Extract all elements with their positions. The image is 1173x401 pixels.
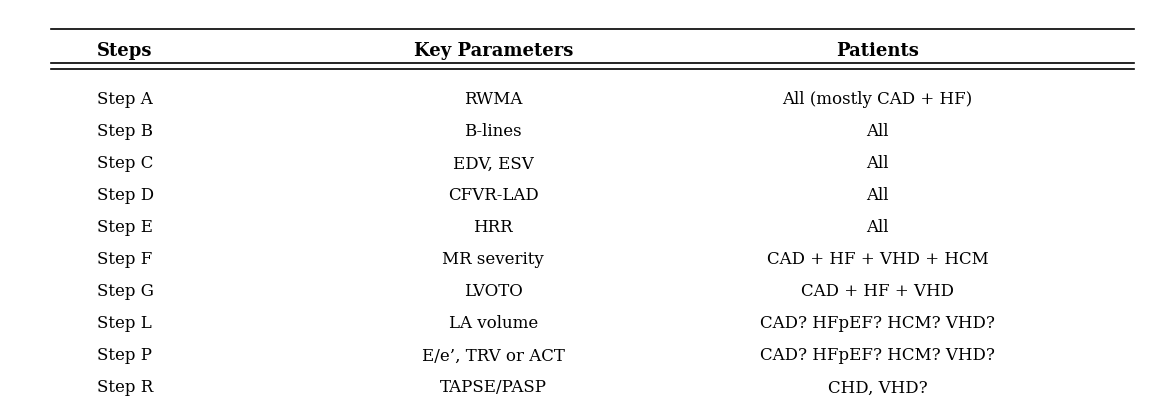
Text: Step B: Step B	[97, 123, 154, 140]
Text: All (mostly CAD + HF): All (mostly CAD + HF)	[782, 91, 972, 108]
Text: CHD, VHD?: CHD, VHD?	[828, 379, 928, 395]
Text: Key Parameters: Key Parameters	[414, 42, 574, 60]
Text: Step E: Step E	[97, 219, 154, 236]
Text: LVOTO: LVOTO	[465, 283, 523, 300]
Text: Patients: Patients	[836, 42, 920, 60]
Text: Step P: Step P	[97, 346, 152, 364]
Text: CAD? HFpEF? HCM? VHD?: CAD? HFpEF? HCM? VHD?	[760, 346, 995, 364]
Text: All: All	[867, 219, 889, 236]
Text: LA volume: LA volume	[449, 315, 538, 332]
Text: CAD + HF + VHD + HCM: CAD + HF + VHD + HCM	[767, 251, 989, 268]
Text: All: All	[867, 123, 889, 140]
Text: B-lines: B-lines	[465, 123, 522, 140]
Text: RWMA: RWMA	[465, 91, 522, 108]
Text: CAD? HFpEF? HCM? VHD?: CAD? HFpEF? HCM? VHD?	[760, 315, 995, 332]
Text: All: All	[867, 187, 889, 204]
Text: Step F: Step F	[97, 251, 152, 268]
Text: Step A: Step A	[97, 91, 154, 108]
Text: TAPSE/PASP: TAPSE/PASP	[440, 379, 547, 395]
Text: CAD + HF + VHD: CAD + HF + VHD	[801, 283, 954, 300]
Text: MR severity: MR severity	[442, 251, 544, 268]
Text: Step G: Step G	[97, 283, 154, 300]
Text: Step L: Step L	[97, 315, 152, 332]
Text: CFVR-LAD: CFVR-LAD	[448, 187, 538, 204]
Text: EDV, ESV: EDV, ESV	[453, 155, 534, 172]
Text: Step C: Step C	[97, 155, 154, 172]
Text: Step R: Step R	[97, 379, 154, 395]
Text: HRR: HRR	[474, 219, 513, 236]
Text: Step D: Step D	[97, 187, 155, 204]
Text: Steps: Steps	[97, 42, 152, 60]
Text: All: All	[867, 155, 889, 172]
Text: E/e’, TRV or ACT: E/e’, TRV or ACT	[422, 346, 564, 364]
